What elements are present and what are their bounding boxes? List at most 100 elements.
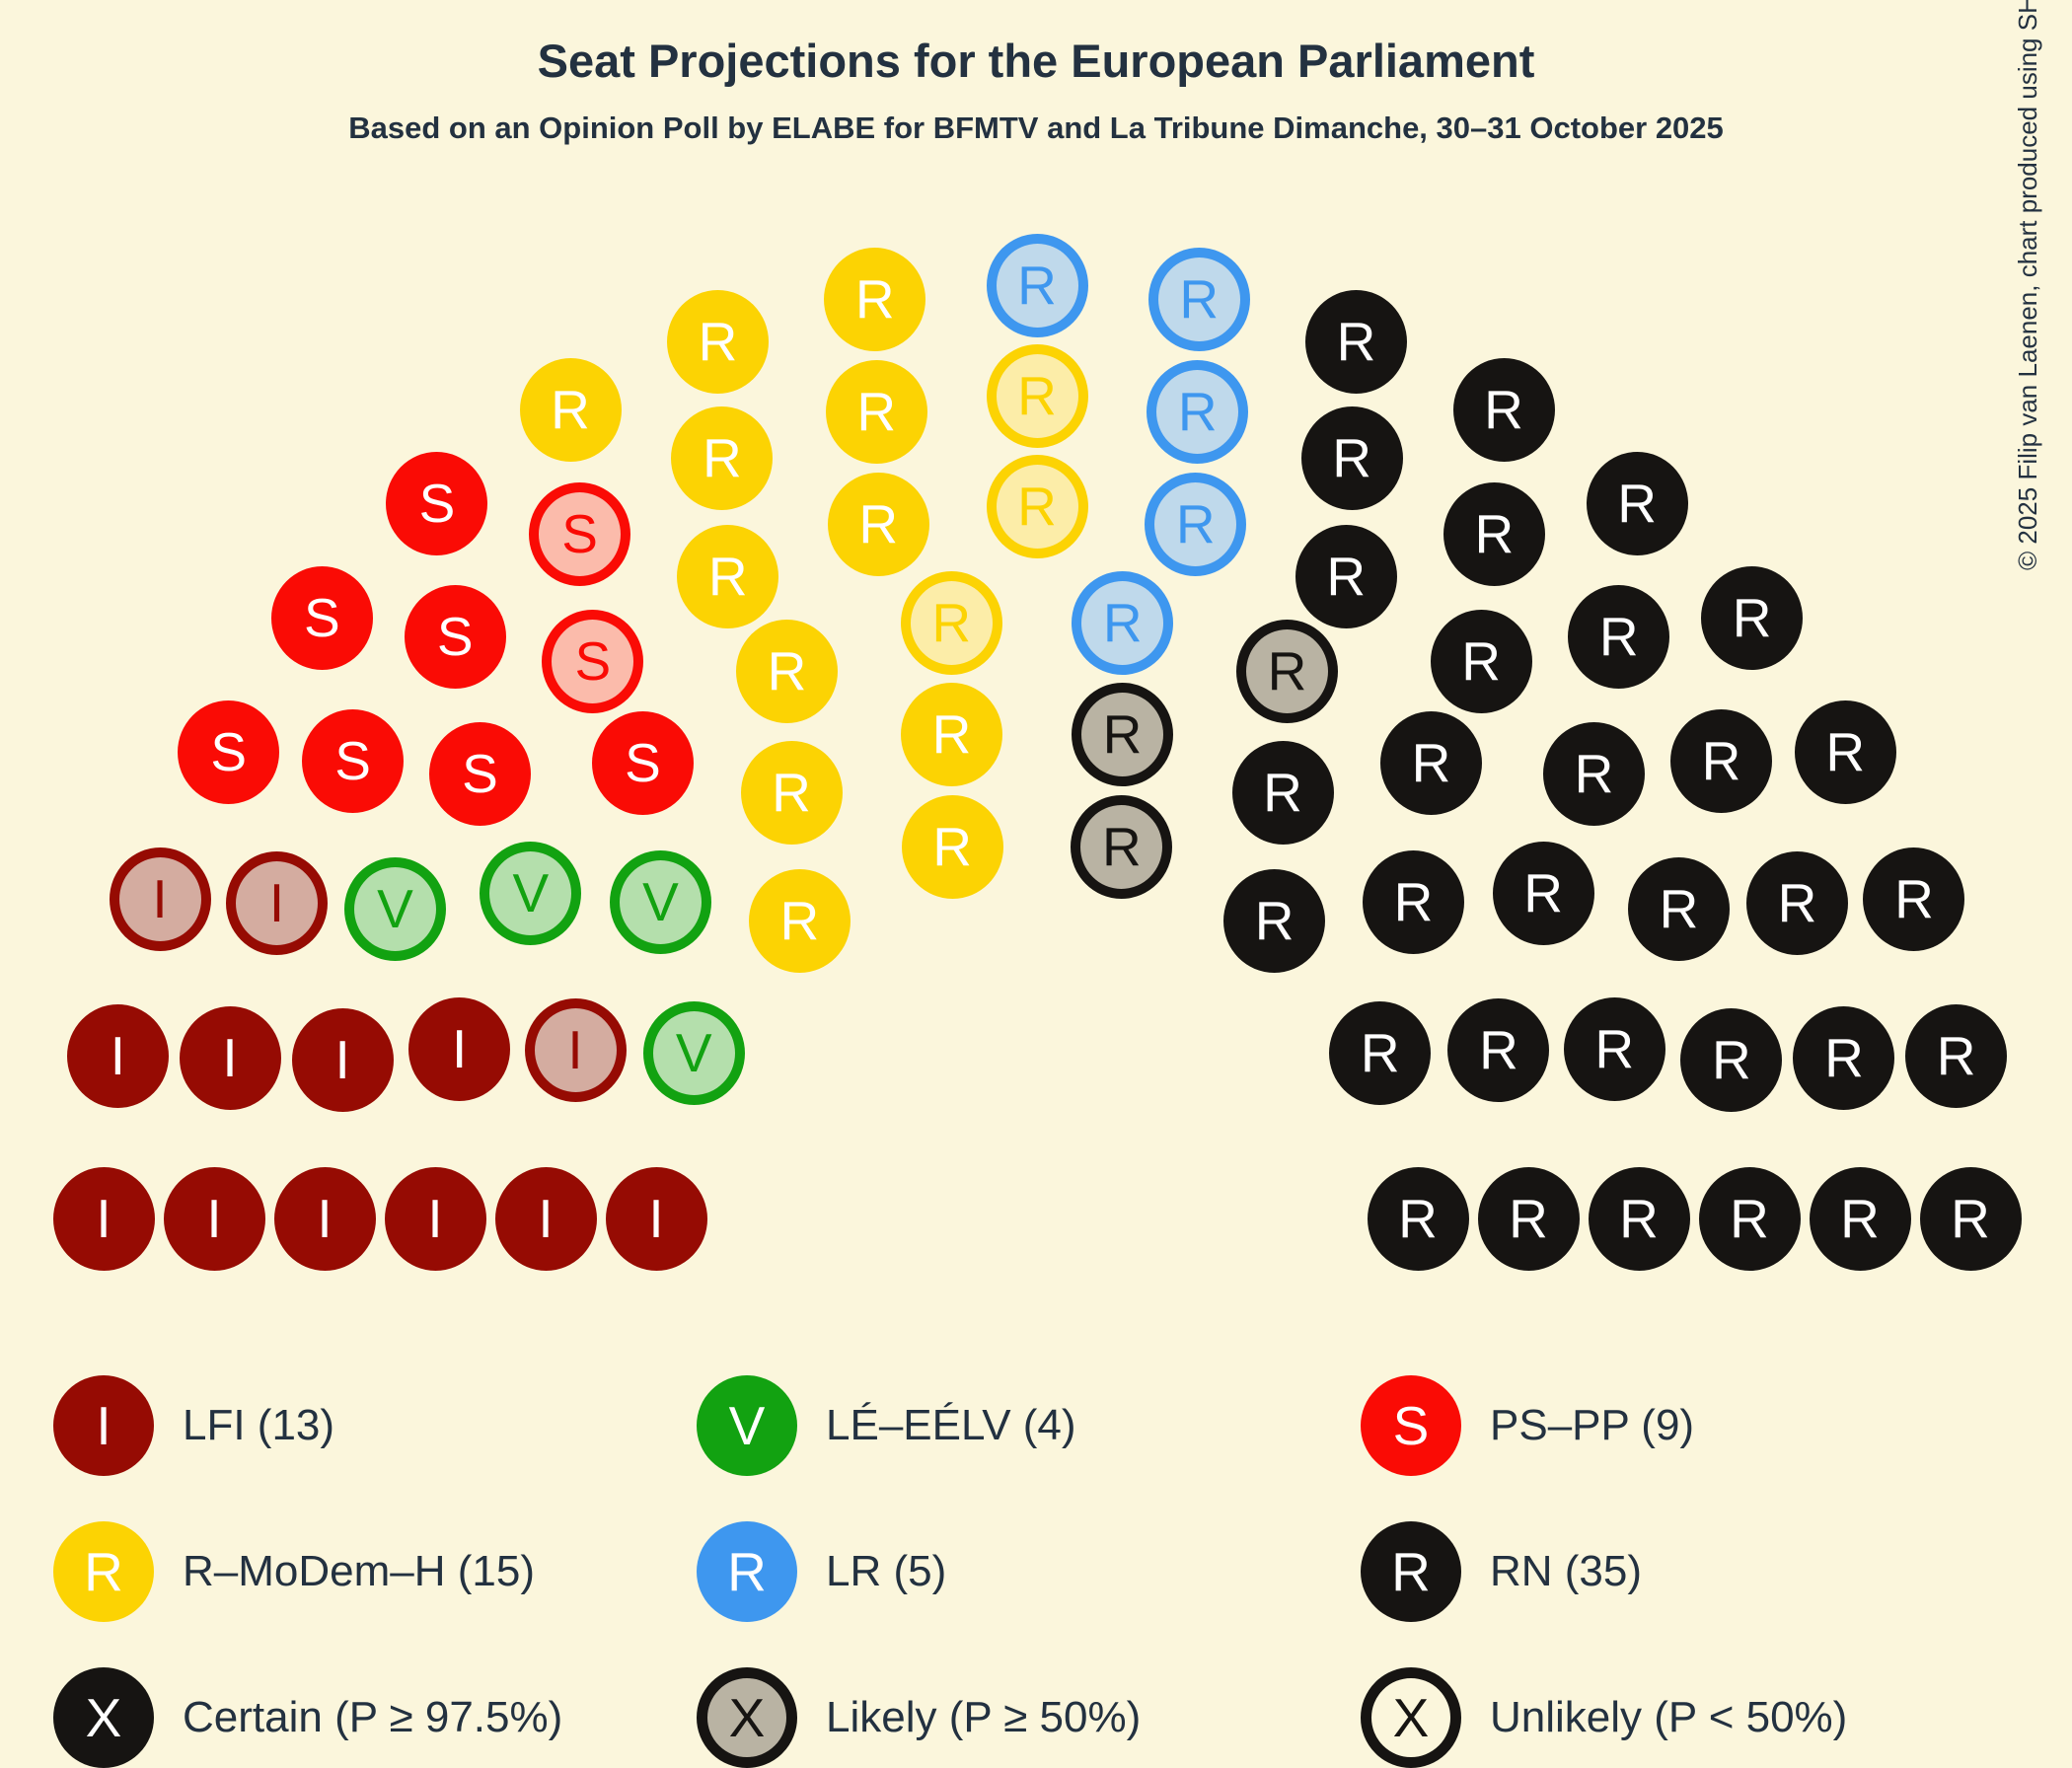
seat-rn-certain: R — [1367, 1166, 1469, 1271]
seat-rn-certain: R — [1698, 1166, 1801, 1271]
seat-rm-certain: R — [671, 405, 774, 510]
seat-rn-certain: R — [1305, 289, 1408, 394]
seat-lfi-certain: I — [384, 1166, 486, 1271]
legend-swatch-unlikely: X — [1361, 1667, 1461, 1768]
seat-ps-certain: S — [592, 711, 695, 816]
seat-rn-certain: R — [1329, 1001, 1432, 1106]
seat-lr-likely: R — [1145, 472, 1247, 576]
legend-item-ps-pp: S PS–PP (9) — [1361, 1375, 2036, 1476]
seat-lfi-certain: I — [408, 996, 511, 1101]
seat-lfi-certain: I — [179, 1005, 281, 1110]
seat-lfi-certain: I — [66, 1004, 169, 1109]
seat-lfi-certain: I — [52, 1166, 155, 1271]
legend-label-unlikely: Unlikely (P < 50%) — [1490, 1693, 1848, 1741]
legend-label-certain: Certain (P ≥ 97.5%) — [183, 1693, 563, 1741]
seat-rn-certain: R — [1793, 1005, 1895, 1110]
page-subtitle: Based on an Opinion Poll by ELABE for BF… — [348, 110, 1724, 145]
seat-rn-certain: R — [1223, 868, 1326, 973]
seat-ps-certain: S — [302, 709, 405, 814]
legend-swatch-certain: X — [53, 1667, 154, 1768]
seat-rn-certain: R — [1863, 847, 1965, 951]
seat-ps-certain: S — [386, 451, 488, 555]
seat-rm-likely: R — [986, 454, 1088, 558]
seat-rm-certain: R — [827, 472, 929, 576]
seat-rm-certain: R — [519, 358, 622, 463]
seat-rn-certain: R — [1447, 998, 1550, 1103]
seat-lfi-certain: I — [273, 1166, 376, 1271]
seat-le-likely: V — [480, 841, 582, 945]
seat-rm-certain: R — [824, 247, 926, 351]
legend-label-le-eelv: LÉ–EÉLV (4) — [826, 1401, 1076, 1449]
seat-lr-likely: R — [1147, 247, 1250, 351]
legend-swatch-lr: R — [697, 1521, 797, 1622]
legend-item-likely: X Likely (P ≥ 50%) — [697, 1667, 1361, 1768]
seat-lfi-certain: I — [605, 1166, 707, 1271]
seat-ps-likely: S — [542, 610, 644, 713]
seat-rn-certain: R — [1586, 451, 1688, 555]
seat-rn-certain: R — [1919, 1166, 2022, 1271]
legend-swatch-likely: X — [697, 1667, 797, 1768]
legend-swatch-r-modem-h: R — [53, 1521, 154, 1622]
legend-item-unlikely: X Unlikely (P < 50%) — [1361, 1667, 2036, 1768]
seat-rm-likely: R — [900, 570, 1002, 675]
seat-rm-certain: R — [666, 289, 769, 394]
seat-rn-certain: R — [1362, 850, 1464, 955]
seat-rm-certain: R — [740, 741, 843, 846]
legend-item-lr: R LR (5) — [697, 1521, 1361, 1622]
seat-lfi-certain: I — [494, 1166, 597, 1271]
seat-rm-likely: R — [986, 343, 1088, 448]
seat-rn-certain: R — [1300, 405, 1403, 510]
legend-item-certain: X Certain (P ≥ 97.5%) — [53, 1667, 697, 1768]
seat-rm-certain: R — [901, 795, 1003, 900]
legend-swatch-rn: R — [1361, 1521, 1461, 1622]
seat-ps-certain: S — [178, 700, 280, 804]
seat-rn-certain: R — [1905, 1004, 2008, 1109]
seat-rn-certain: R — [1477, 1166, 1580, 1271]
legend-swatch-le-eelv: V — [697, 1375, 797, 1476]
seat-rn-likely: R — [1071, 683, 1173, 787]
seat-rn-certain: R — [1492, 841, 1594, 945]
seat-lfi-likely: I — [524, 998, 627, 1103]
seat-le-likely: V — [343, 857, 446, 962]
legend-label-ps-pp: PS–PP (9) — [1490, 1401, 1695, 1449]
seat-ps-likely: S — [529, 482, 631, 587]
seat-lfi-likely: I — [109, 847, 211, 951]
legend: I LFI (13) V LÉ–EÉLV (4) S PS–PP (9) R R–MoDem–… — [53, 1375, 2036, 1768]
seat-rm-certain: R — [901, 683, 1003, 787]
seat-rn-certain: R — [1794, 700, 1896, 804]
legend-label-lfi: LFI (13) — [183, 1401, 335, 1449]
seat-rn-certain: R — [1588, 1166, 1690, 1271]
seat-lfi-likely: I — [225, 851, 328, 956]
legend-label-r-modem-h: R–MoDem–H (15) — [183, 1547, 535, 1595]
seat-rn-likely: R — [1071, 795, 1173, 900]
seat-rn-certain: R — [1295, 524, 1397, 628]
seat-rn-certain: R — [1809, 1166, 1911, 1271]
seat-lfi-certain: I — [163, 1166, 265, 1271]
seat-rm-certain: R — [736, 619, 839, 723]
seat-rn-certain: R — [1669, 709, 1772, 814]
seat-rm-certain: R — [677, 524, 779, 628]
seat-rn-likely: R — [1235, 619, 1338, 723]
seat-rn-certain: R — [1430, 610, 1532, 713]
legend-label-lr: LR (5) — [826, 1547, 947, 1595]
seat-rn-certain: R — [1746, 851, 1848, 956]
legend-item-r-modem-h: R R–MoDem–H (15) — [53, 1521, 697, 1622]
seat-rm-certain: R — [825, 359, 927, 464]
seat-ps-certain: S — [429, 722, 531, 827]
seat-ps-certain: S — [270, 566, 373, 671]
seat-le-likely: V — [610, 850, 711, 955]
seat-rn-certain: R — [1628, 857, 1731, 962]
seat-lr-likely: R — [1147, 359, 1249, 464]
seat-rn-certain: R — [1542, 722, 1645, 827]
legend-swatch-lfi: I — [53, 1375, 154, 1476]
seat-ps-certain: S — [404, 584, 506, 689]
copyright-text: © 2025 Filip van Laenen, chart produced … — [2013, 0, 2042, 570]
legend-label-likely: Likely (P ≥ 50%) — [826, 1693, 1142, 1741]
seat-rn-certain: R — [1379, 711, 1482, 816]
seat-lr-likely: R — [986, 233, 1088, 337]
seat-lfi-certain: I — [291, 1007, 394, 1112]
seat-rm-certain: R — [748, 868, 851, 973]
seat-rn-certain: R — [1231, 741, 1334, 846]
seat-lr-likely: R — [1072, 570, 1174, 675]
